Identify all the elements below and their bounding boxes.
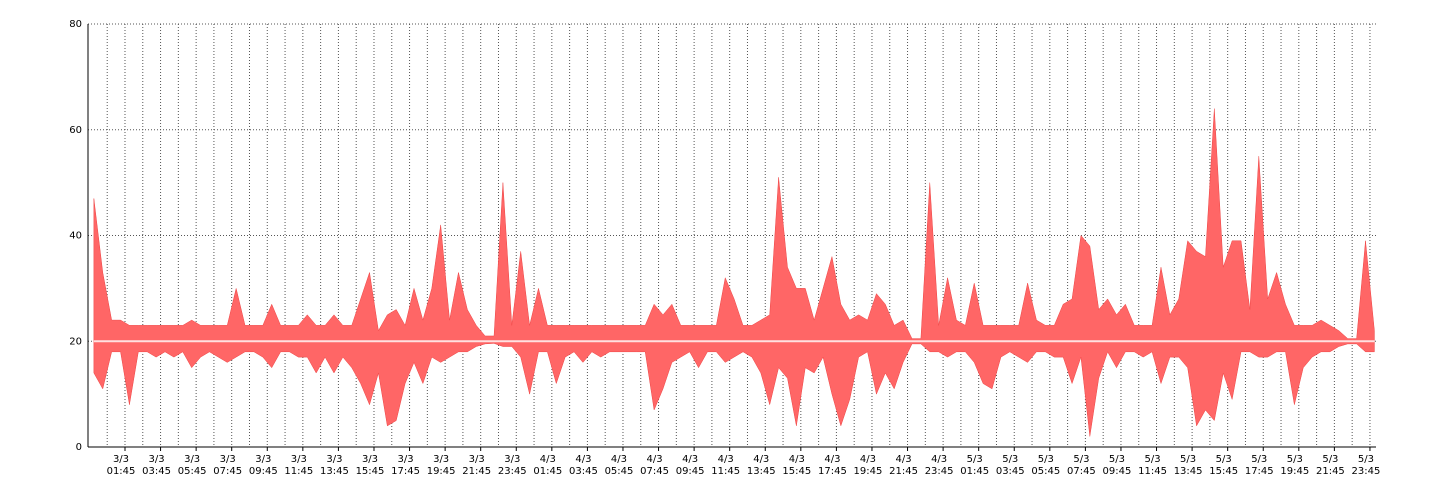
x-tick-label: 21:45	[1316, 466, 1345, 477]
x-tick-label: 5/3	[1216, 454, 1232, 465]
x-tick-label: 3/3	[362, 454, 378, 465]
x-tick-label: 4/3	[575, 454, 591, 465]
x-tick-label: 21:45	[889, 466, 918, 477]
x-tick-label: 03:45	[996, 466, 1025, 477]
x-tick-label: 11:45	[284, 466, 313, 477]
x-tick-label: 3/3	[469, 454, 485, 465]
x-tick-label: 23:45	[1352, 466, 1381, 477]
x-tick-label: 5/3	[1251, 454, 1267, 465]
x-tick-label: 5/3	[1073, 454, 1089, 465]
x-tick-label: 5/3	[1322, 454, 1338, 465]
x-tick-label: 05:45	[178, 466, 207, 477]
x-tick-label: 13:45	[320, 466, 349, 477]
x-tick-label: 3/3	[398, 454, 414, 465]
x-tick-label: 4/3	[895, 454, 911, 465]
x-tick-label: 01:45	[107, 466, 136, 477]
x-tick-label: 23:45	[925, 466, 954, 477]
x-tick-label: 5/3	[967, 454, 983, 465]
x-tick-label: 11:45	[711, 466, 740, 477]
y-tick-label: 80	[69, 19, 82, 30]
x-tick-label: 5/3	[1144, 454, 1160, 465]
x-tick-label: 15:45	[1209, 466, 1238, 477]
x-tick-label: 07:45	[640, 466, 669, 477]
x-tick-label: 3/3	[326, 454, 342, 465]
x-tick-label: 17:45	[818, 466, 847, 477]
x-tick-label: 3/3	[220, 454, 236, 465]
x-tick-label: 03:45	[569, 466, 598, 477]
x-tick-label: 3/3	[291, 454, 307, 465]
x-tick-label: 19:45	[1280, 466, 1309, 477]
x-tick-label: 19:45	[427, 466, 456, 477]
x-tick-label: 5/3	[1287, 454, 1303, 465]
x-tick-label: 15:45	[356, 466, 385, 477]
x-tick-label: 5/3	[1180, 454, 1196, 465]
x-tick-label: 4/3	[753, 454, 769, 465]
x-tick-label: 4/3	[611, 454, 627, 465]
x-tick-label: 5/3	[1002, 454, 1018, 465]
x-tick-label: 09:45	[676, 466, 705, 477]
x-tick-label: 01:45	[533, 466, 562, 477]
x-tick-label: 07:45	[213, 466, 242, 477]
x-tick-label: 4/3	[540, 454, 556, 465]
x-tick-label: 01:45	[960, 466, 989, 477]
x-tick-label: 5/3	[1358, 454, 1374, 465]
x-tick-label: 3/3	[149, 454, 165, 465]
x-tick-label: 4/3	[789, 454, 805, 465]
x-tick-label: 09:45	[249, 466, 278, 477]
x-tick-label: 4/3	[718, 454, 734, 465]
x-tick-label: 3/3	[113, 454, 129, 465]
x-tick-label: 19:45	[854, 466, 883, 477]
x-tick-label: 03:45	[142, 466, 171, 477]
x-tick-label: 11:45	[1138, 466, 1167, 477]
y-tick-label: 0	[76, 442, 82, 453]
x-tick-label: 09:45	[1103, 466, 1132, 477]
x-tick-label: 4/3	[860, 454, 876, 465]
x-tick-label: 3/3	[504, 454, 520, 465]
x-tick-label: 07:45	[1067, 466, 1096, 477]
range-band	[93, 108, 1375, 437]
x-tick-label: 05:45	[605, 466, 634, 477]
x-tick-label: 21:45	[462, 466, 491, 477]
x-tick-label: 23:45	[498, 466, 527, 477]
x-tick-label: 4/3	[931, 454, 947, 465]
x-tick-label: 5/3	[1109, 454, 1125, 465]
x-tick-label: 17:45	[1245, 466, 1274, 477]
y-tick-label: 60	[69, 125, 82, 136]
x-tick-label: 05:45	[1031, 466, 1060, 477]
x-tick-label: 4/3	[682, 454, 698, 465]
x-tick-label: 13:45	[747, 466, 776, 477]
x-tick-label: 3/3	[433, 454, 449, 465]
x-tick-label: 5/3	[1038, 454, 1054, 465]
x-tick-label: 4/3	[647, 454, 663, 465]
x-tick-label: 4/3	[824, 454, 840, 465]
x-tick-label: 17:45	[391, 466, 420, 477]
x-tick-label: 13:45	[1174, 466, 1203, 477]
y-tick-label: 20	[69, 336, 82, 347]
x-tick-label: 3/3	[184, 454, 200, 465]
x-tick-label: 3/3	[255, 454, 271, 465]
y-tick-label: 40	[69, 231, 82, 242]
x-tick-label: 15:45	[782, 466, 811, 477]
